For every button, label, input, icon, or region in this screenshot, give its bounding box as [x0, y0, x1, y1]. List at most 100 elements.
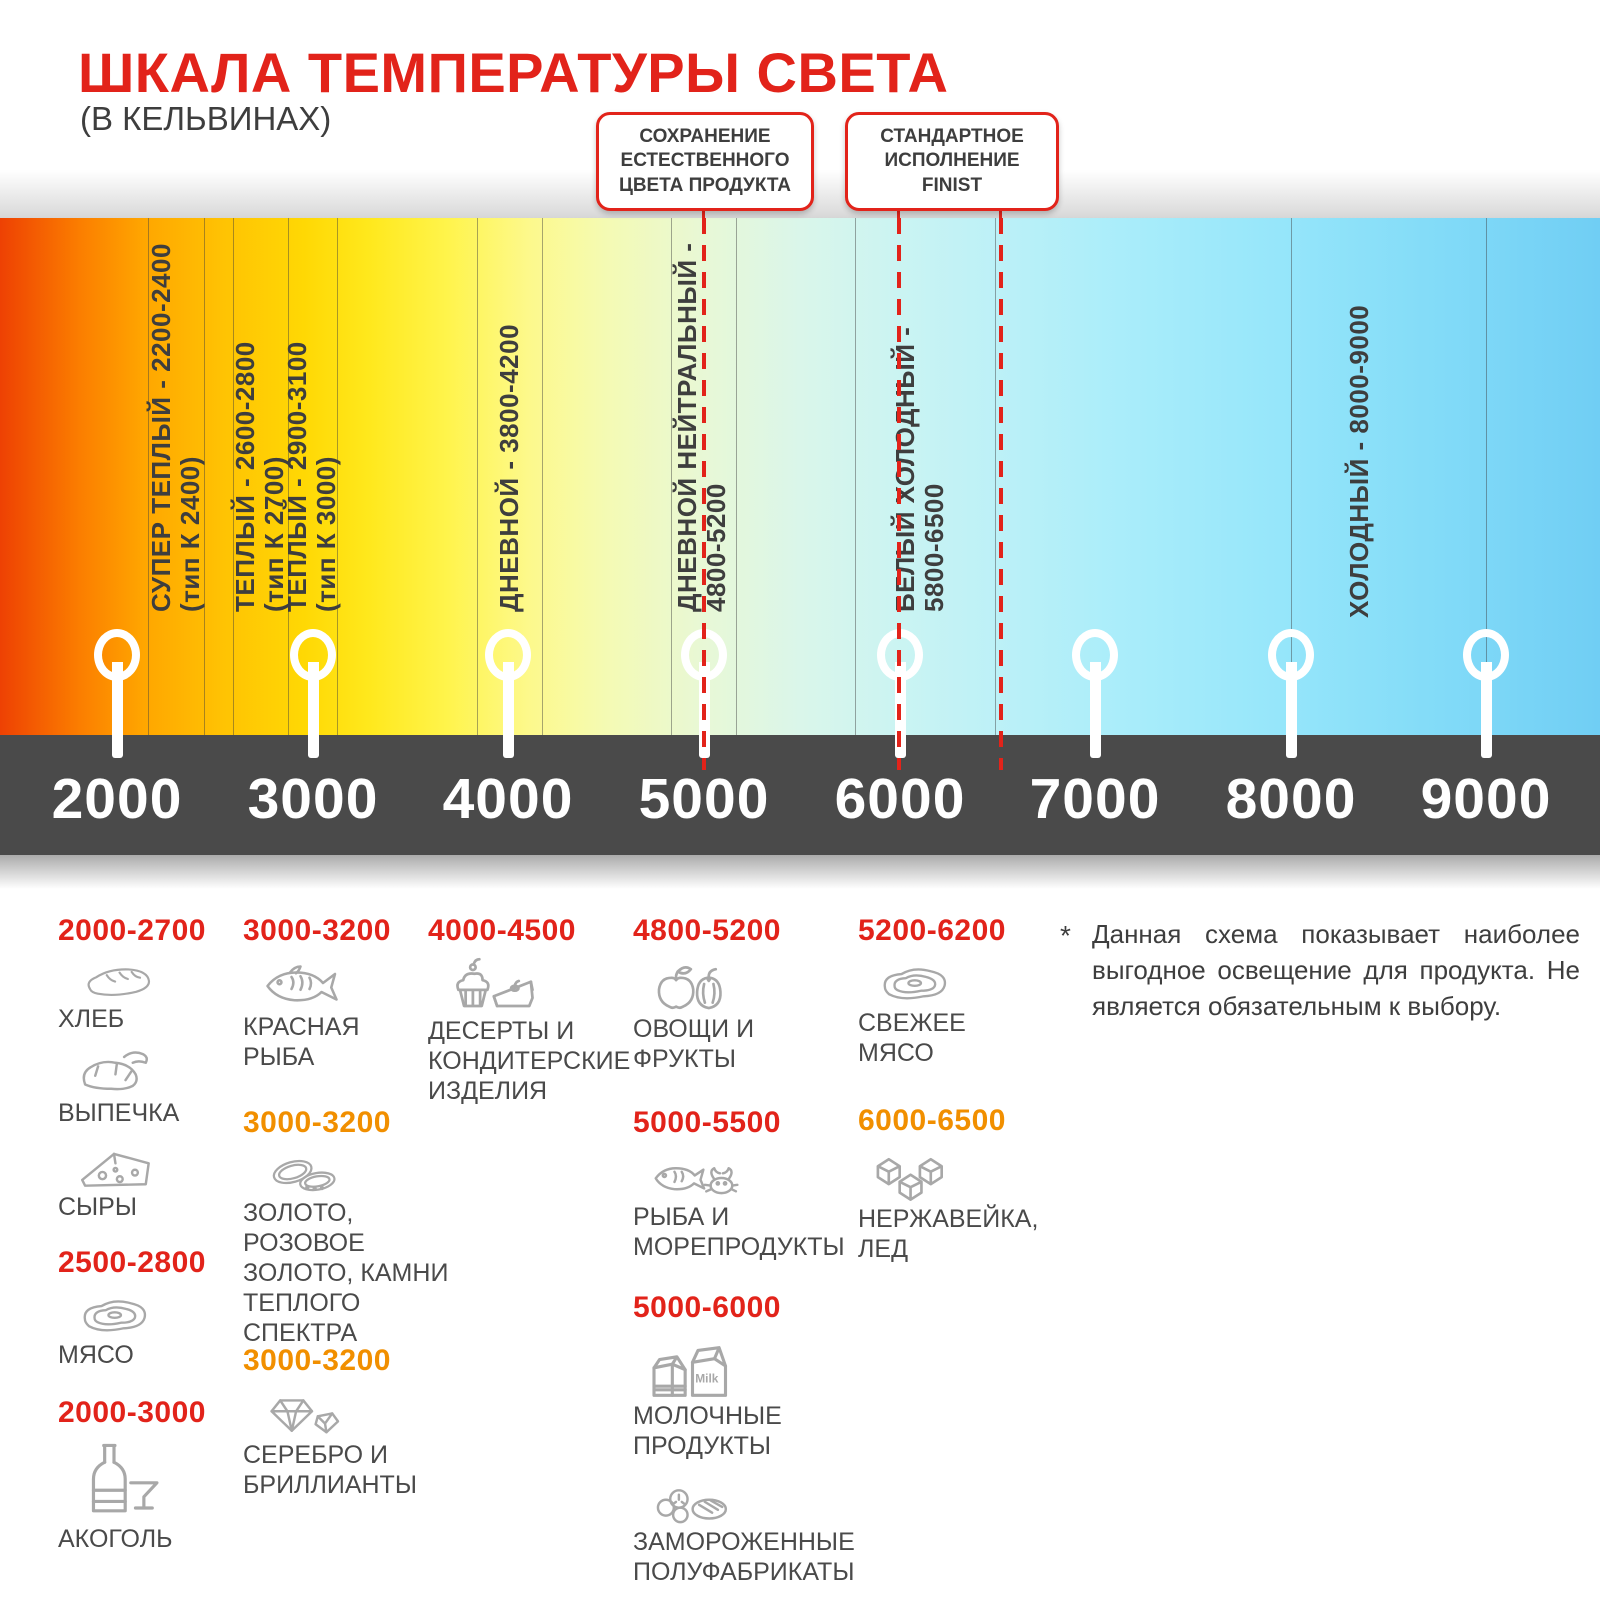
scale-band-label-super-warm: СУПЕР ТЕПЛЫЙ - 2200-2400 (тип К 2400): [146, 243, 205, 612]
bread-icon: [87, 968, 151, 997]
product-item: КРАСНАЯ РЫБА: [243, 956, 428, 1072]
product-label: НЕРЖАВЕЙКА, ЛЕД: [858, 1205, 1039, 1263]
bottom-shadow-band: [0, 855, 1600, 889]
marker-pin-stem: [1480, 662, 1492, 758]
marker-pin-stem: [111, 662, 123, 758]
product-item: ДЕСЕРТЫ И КОНДИТЕРСКИЕ ИЗДЕЛИЯ: [428, 956, 633, 1106]
product-item: СЫРЫ: [58, 1138, 236, 1222]
product-label: ДЕСЕРТЫ И КОНДИТЕРСКИЕ ИЗДЕЛИЯ: [428, 1017, 631, 1105]
svg-text:Milk: Milk: [695, 1372, 719, 1386]
product-label: АКОГОЛЬ: [58, 1525, 173, 1553]
range-label: 2500-2800: [58, 1246, 206, 1279]
page-subtitle: (В КЕЛЬВИНАХ): [80, 100, 332, 137]
product-label: МОЛОЧНЫЕ ПРОДУКТЫ: [633, 1402, 782, 1460]
footnote-asterisk: *: [1060, 920, 1071, 951]
dashed-line-5000k: [702, 218, 706, 770]
fish-crab-icon: [654, 1166, 739, 1195]
scale-band-label-warm-3000: ТЕПЛЫЙ - 2900-3100 (тип К 3000): [282, 341, 341, 612]
product-label: ОВОЩИ И ФРУКТЫ: [633, 1015, 755, 1073]
range-label: 5000-5500: [633, 1106, 781, 1139]
product-item: ЗОЛОТО, РОЗОВОЕ ЗОЛОТО, КАМНИ ТЕПЛОГО СП…: [243, 1148, 475, 1348]
tick-label: 4000: [442, 767, 574, 831]
product-label: ЗОЛОТО, РОЗОВОЕ ЗОЛОТО, КАМНИ ТЕПЛОГО СП…: [243, 1199, 449, 1347]
page-title: ШКАЛА ТЕМПЕРАТУРЫ СВЕТА: [78, 41, 949, 104]
fish-icon: [266, 965, 338, 1002]
product-label: КРАСНАЯ РЫБА: [243, 1013, 360, 1071]
product-group: 6000-6500 НЕРЖАВЕЙКА, ЛЕД: [858, 1106, 1048, 1264]
product-group: 2500-2800 МЯСО: [58, 1248, 236, 1370]
gridline: [542, 218, 543, 735]
product-label: ЗАМОРОЖЕННЫЕ ПОЛУФАБРИКАТЫ: [633, 1528, 855, 1586]
product-group: 3000-3200 КРАСНАЯ РЫБА: [243, 916, 428, 1072]
footnote-text: Данная схема показывает наиболее выгодно…: [1092, 919, 1580, 1021]
product-item: НЕРЖАВЕЙКА, ЛЕД: [858, 1146, 1048, 1264]
scale-band-label-cold: ХОЛОДНЫЙ - 8000-9000: [1344, 304, 1374, 618]
gridline: [233, 218, 234, 735]
color-temperature-gradient: [0, 218, 1600, 735]
gridline: [995, 218, 996, 735]
footnote: * Данная схема показывает наиболее выгод…: [1056, 916, 1580, 1024]
product-item: МЯСО: [58, 1288, 236, 1370]
tick-label: 6000: [834, 767, 966, 831]
product-label: МЯСО: [58, 1341, 134, 1369]
product-label: ВЫПЕЧКА: [58, 1099, 180, 1127]
tick-label: 2000: [51, 767, 183, 831]
product-label: СЫРЫ: [58, 1193, 137, 1221]
range-label: 4800-5200: [633, 914, 781, 947]
product-group: 3000-3200 СЕРЕБРО И БРИЛЛИАНТЫ: [243, 1346, 463, 1500]
gridline: [1291, 218, 1292, 735]
meat-steak-icon: [83, 1300, 147, 1332]
product-group: 3000-3200 ЗОЛОТО, РОЗОВОЕ ЗОЛОТО, КАМНИ …: [243, 1108, 475, 1348]
milk-carton-icon: Milk: [652, 1346, 728, 1397]
frozen-food-icon: [656, 1489, 728, 1524]
gridline: [204, 218, 205, 735]
gridline: [337, 218, 338, 735]
croissant-icon: [82, 1051, 148, 1091]
product-item: Milk МОЛОЧНЫЕ ПРОДУКТЫ: [633, 1333, 923, 1461]
scale-band-label-daylight: ДНЕВНОЙ - 3800-4200: [494, 323, 524, 612]
product-group: 2000-3000 АКОГОЛЬ: [58, 1398, 236, 1554]
range-label: 2000-3000: [58, 1396, 206, 1429]
product-item: ОВОЩИ И ФРУКТЫ: [633, 956, 848, 1074]
gridline: [1486, 218, 1487, 735]
product-item: АКОГОЛЬ: [58, 1438, 236, 1554]
range-label: 5200-6200: [858, 914, 1006, 947]
ice-cubes-icon: [876, 1157, 943, 1201]
product-label: СВЕЖЕЕ МЯСО: [858, 1009, 966, 1067]
product-item: ХЛЕБ: [58, 956, 236, 1034]
product-group: 2000-2700 ХЛЕБ ВЫПЕЧКА СЫРЫ: [58, 916, 236, 1222]
gold-rings-icon: [272, 1159, 336, 1192]
product-item: ЗАМОРОЖЕННЫЕ ПОЛУФАБРИКАТЫ: [633, 1473, 923, 1587]
range-label: 4000-4500: [428, 914, 576, 947]
dessert-cake-icon: [456, 957, 534, 1008]
range-label: 3000-3200: [243, 1106, 391, 1139]
product-label: РЫБА И МОРЕПРОДУКТЫ: [633, 1203, 845, 1261]
fruit-vegetable-icon: [657, 966, 722, 1010]
product-group: 5000-5500 РЫБА И МОРЕПРОДУКТЫ: [633, 1108, 848, 1262]
tick-label: 5000: [638, 767, 770, 831]
marker-pin-stem: [1285, 662, 1297, 758]
callout-finist-standard: СТАНДАРТНОЕ ИСПОЛНЕНИЕ FINIST: [845, 112, 1059, 211]
product-group: 5000-6000 Milk МОЛОЧНЫЕ ПРОДУКТЫ ЗАМОРОЖ…: [633, 1293, 923, 1587]
product-item: СВЕЖЕЕ МЯСО: [858, 956, 1048, 1068]
dashed-line-6000k: [897, 218, 901, 770]
product-label: СЕРЕБРО И БРИЛЛИАНТЫ: [243, 1441, 417, 1499]
marker-pin-stem: [502, 662, 514, 758]
product-group: 4000-4500 ДЕСЕРТЫ И КОНДИТЕРСКИЕ ИЗДЕЛИЯ: [428, 916, 633, 1106]
alcohol-bottle-glass-icon: [91, 1443, 159, 1513]
range-label: 3000-3200: [243, 914, 391, 947]
range-label: 2000-2700: [58, 914, 206, 947]
gridline: [477, 218, 478, 735]
tick-label: 7000: [1029, 767, 1161, 831]
scale-band-label-warm-2700: ТЕПЛЫЙ - 2600-2800 (тип К 2700): [230, 341, 289, 612]
product-item: ВЫПЕЧКА: [58, 1044, 236, 1128]
cheese-icon: [80, 1152, 150, 1187]
product-label: ХЛЕБ: [58, 1005, 125, 1033]
tick-label: 3000: [247, 767, 379, 831]
marker-pin-stem: [307, 662, 319, 758]
range-label: 5000-6000: [633, 1291, 781, 1324]
product-item: СЕРЕБРО И БРИЛЛИАНТЫ: [243, 1386, 463, 1500]
gridline: [736, 218, 737, 735]
gridline: [288, 218, 289, 735]
gridline: [855, 218, 856, 735]
